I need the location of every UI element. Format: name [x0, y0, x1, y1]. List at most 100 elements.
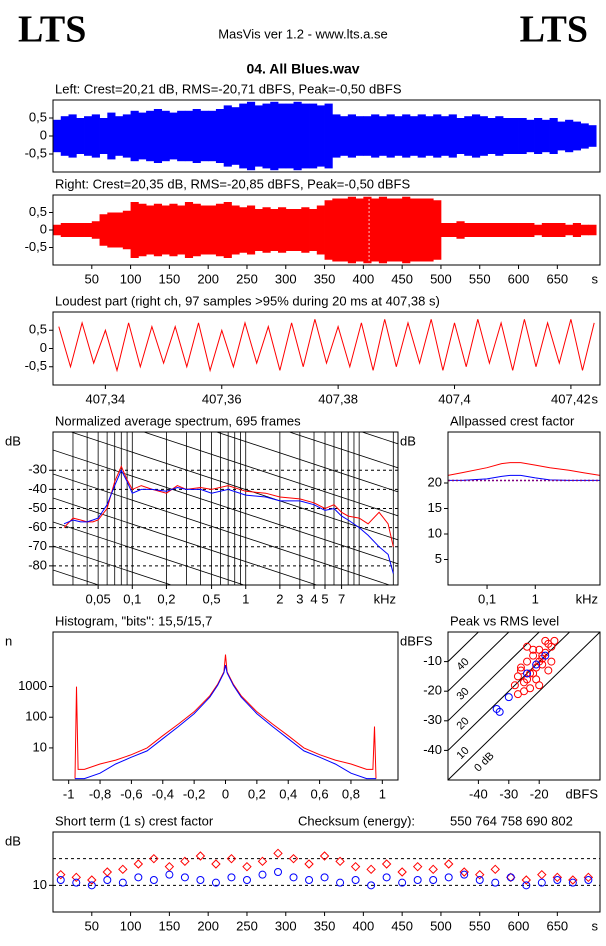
plot-frame: [52, 311, 601, 386]
point: [351, 876, 360, 884]
waveform-bin: [487, 118, 496, 154]
waveform-bin: [518, 223, 527, 237]
point: [242, 861, 252, 872]
point: [227, 873, 236, 882]
point: [397, 867, 407, 877]
waveform-bin: [68, 223, 77, 237]
plot-area: [58, 319, 595, 373]
point: [335, 856, 345, 867]
point: [553, 876, 562, 884]
x-tick-label: 600: [508, 918, 530, 933]
point: [242, 876, 251, 884]
plot-area: [448, 632, 600, 780]
point: [583, 872, 594, 883]
x-tick-label: 550: [469, 918, 491, 933]
point: [398, 878, 407, 887]
waveform-bin: [433, 200, 442, 260]
waveform-bin: [184, 110, 194, 162]
y-tick-label: -0,5: [25, 145, 47, 160]
point: [475, 869, 485, 880]
x-tick-label: 150: [159, 918, 181, 933]
point: [444, 873, 453, 882]
x-tick-label: 100: [120, 271, 142, 286]
plot-frame: [447, 431, 601, 586]
x-tick-label: -20: [530, 786, 549, 801]
point: [102, 867, 113, 877]
x-tick-label: 250: [236, 918, 258, 933]
waveform-bin: [495, 223, 504, 237]
point: [103, 876, 112, 884]
x-tick-label: 450: [391, 271, 413, 286]
waveform-bin: [378, 116, 388, 156]
point: [523, 642, 532, 651]
y-tick-label: -80: [28, 557, 47, 572]
point: [164, 861, 175, 872]
plot-frame: [52, 831, 601, 913]
point: [443, 859, 454, 869]
point: [273, 848, 283, 859]
waveform-bin: [409, 198, 419, 262]
waveform-bin: [239, 103, 248, 169]
waveform-bin: [378, 196, 388, 264]
waveform-bin: [433, 114, 442, 158]
waveform-bin: [541, 119, 550, 153]
point: [475, 876, 484, 884]
waveform-bin: [340, 116, 349, 156]
point: [538, 651, 547, 660]
waveform-bin: [161, 110, 170, 162]
waveform-bin: [169, 203, 178, 257]
point: [584, 876, 593, 884]
waveform-bin: [355, 116, 364, 156]
waveform-bin: [76, 118, 85, 154]
waveform-bin: [316, 205, 325, 255]
data-line: [448, 474, 600, 481]
logo: LTS: [520, 9, 588, 51]
slope-line: [142, 432, 398, 517]
point: [506, 872, 516, 883]
waveform-bin: [355, 198, 364, 262]
waveform-bin: [91, 114, 100, 158]
waveform-bin: [301, 207, 310, 253]
point: [382, 873, 391, 882]
point: [366, 864, 376, 875]
waveform-bin: [215, 109, 225, 163]
waveform-bin: [425, 116, 434, 156]
data-line: [63, 465, 394, 547]
waveform-bin: [138, 203, 147, 257]
y-unit: dBFS: [400, 633, 433, 648]
waveform-bin: [262, 103, 271, 169]
point: [71, 872, 81, 883]
y-tick-label: 0: [40, 340, 47, 355]
logo: LTS: [18, 9, 86, 51]
waveform-bin: [340, 198, 349, 262]
panel-title: Left: Crest=20,21 dB, RMS=-20,71 dBFS, P…: [55, 81, 402, 96]
waveform-bin: [402, 114, 411, 158]
point: [180, 873, 189, 882]
data-line: [63, 469, 394, 574]
y-tick-label: 15: [428, 500, 442, 515]
waveform-bin: [534, 118, 543, 154]
waveform-bin: [448, 223, 457, 237]
point: [526, 684, 535, 693]
waveform-bin: [510, 223, 519, 237]
crest-line-label: 0 dB: [472, 750, 496, 774]
point: [350, 861, 361, 872]
waveform-bin: [464, 116, 473, 156]
y-tick-label: -0,5: [25, 358, 47, 373]
y-tick-label: 100: [25, 709, 47, 724]
waveform-bin: [417, 114, 426, 158]
waveform-bin: [495, 116, 504, 156]
waveform-bin: [278, 103, 287, 169]
point: [544, 666, 553, 675]
y-tick-label: 10: [33, 739, 47, 754]
y-tick-label: 0,5: [29, 204, 47, 219]
waveform-bin: [262, 207, 271, 253]
x-tick-label: 400: [353, 271, 375, 286]
point: [541, 636, 550, 645]
waveform-bin: [223, 202, 232, 258]
waveform-bin: [99, 118, 108, 154]
crest-line: [448, 632, 571, 751]
waveform-bin: [386, 114, 395, 158]
waveform-bin: [347, 196, 356, 264]
crest-line: [448, 632, 510, 692]
